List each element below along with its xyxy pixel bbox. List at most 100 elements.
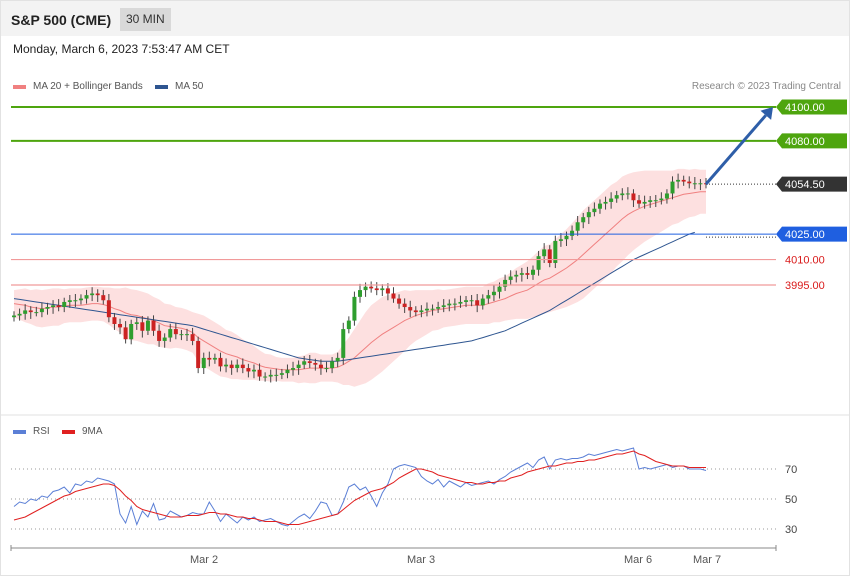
legend-ma20: MA 20 + Bollinger Bands	[13, 81, 143, 92]
candle-body	[302, 361, 307, 365]
candle-body	[90, 293, 95, 296]
candle-body	[597, 203, 602, 209]
candle-body	[207, 357, 212, 360]
candle-body	[145, 320, 150, 331]
candle-body	[12, 315, 16, 318]
candle-body	[157, 330, 162, 341]
candle-body	[251, 369, 256, 372]
candle-body	[201, 357, 206, 369]
candle-body	[497, 286, 502, 292]
candle-body	[34, 312, 39, 314]
projection-arrowhead	[760, 107, 773, 120]
candle-body	[224, 364, 229, 367]
rsi-tick-label-0: 70	[785, 464, 797, 476]
candle-body	[525, 273, 530, 275]
rsi-legend-label: RSI	[33, 426, 50, 437]
candle-body	[547, 249, 552, 263]
candle-body	[179, 334, 184, 336]
candle-body	[380, 288, 385, 291]
ma20-line	[13, 191, 706, 371]
candle-body	[452, 303, 457, 305]
candle-body	[196, 340, 201, 369]
candle-body	[39, 308, 44, 313]
candle-body	[73, 300, 78, 302]
ma9-legend-label: 9MA	[82, 426, 103, 437]
x-tick-label-2: Mar 6	[624, 554, 652, 566]
candle-body	[625, 193, 630, 195]
level-label-5: 3995.00	[785, 280, 825, 292]
candle-body	[458, 301, 463, 304]
candle-body	[318, 364, 323, 369]
candle-body	[257, 369, 262, 377]
candle-body	[330, 361, 335, 369]
candle-body	[503, 279, 508, 287]
candle-body	[664, 193, 669, 199]
candle-body	[218, 357, 223, 367]
candle-body	[151, 320, 156, 331]
level-label-3: 4025.00	[785, 229, 825, 241]
rsi-tick-label-1: 50	[785, 494, 797, 506]
candle-body	[570, 230, 575, 236]
candle-body	[274, 374, 279, 376]
candle-body	[190, 334, 195, 341]
candle-body	[631, 193, 636, 201]
ma50-swatch	[155, 84, 168, 89]
candle-body	[95, 293, 100, 296]
candle-body	[491, 291, 496, 296]
level-tag-2	[776, 176, 847, 192]
candle-body	[653, 200, 658, 202]
bollinger-band	[14, 168, 706, 387]
candle-body	[620, 193, 625, 196]
candle-body	[692, 183, 697, 185]
candle-body	[369, 286, 374, 289]
candle-body	[642, 201, 647, 204]
candle-body	[581, 217, 586, 223]
candle-body	[106, 300, 111, 318]
candle-body	[519, 273, 524, 275]
candle-body	[475, 300, 480, 306]
candle-body	[469, 300, 474, 302]
candle-body	[118, 323, 123, 328]
candle-body	[62, 301, 67, 308]
candle-body	[514, 274, 519, 277]
candle-body	[397, 298, 402, 304]
candle-body	[385, 288, 390, 294]
candle-body	[676, 179, 681, 182]
candle-body	[531, 269, 535, 275]
candle-body	[173, 329, 178, 335]
candle-body	[129, 323, 134, 340]
candle-body	[447, 303, 452, 306]
candle-body	[212, 357, 217, 360]
ma20-swatch	[13, 84, 26, 89]
candle-body	[358, 290, 362, 297]
candle-body	[592, 208, 597, 213]
candle-body	[235, 364, 240, 369]
candle-body	[553, 240, 558, 263]
candle-body	[56, 305, 61, 308]
candle-body	[363, 286, 368, 291]
candle-body	[480, 298, 485, 306]
candle-body	[508, 276, 513, 280]
candle-body	[687, 181, 692, 184]
legend-ma50: MA 50	[155, 81, 203, 92]
candle-body	[101, 295, 106, 301]
candle-body	[112, 317, 117, 324]
candle-body	[637, 200, 642, 204]
candle-body	[681, 179, 686, 182]
level-label-4: 4010.00	[785, 255, 825, 267]
candle-body	[558, 239, 563, 241]
level-label-2: 4054.50	[785, 179, 825, 191]
research-credit: Research © 2023 Trading Central	[691, 81, 841, 92]
candle-body	[648, 200, 653, 202]
candle-body	[391, 293, 396, 299]
candle-body	[436, 307, 441, 309]
candle-body	[408, 307, 413, 311]
candle-body	[430, 308, 435, 310]
timeframe-badge[interactable]: 30 MIN	[120, 8, 171, 31]
candle-body	[279, 373, 284, 375]
candle-body	[162, 337, 167, 341]
legend-9ma: 9MA	[62, 426, 103, 437]
candle-body	[486, 295, 491, 299]
rsi-tick-label-2: 30	[785, 524, 797, 536]
